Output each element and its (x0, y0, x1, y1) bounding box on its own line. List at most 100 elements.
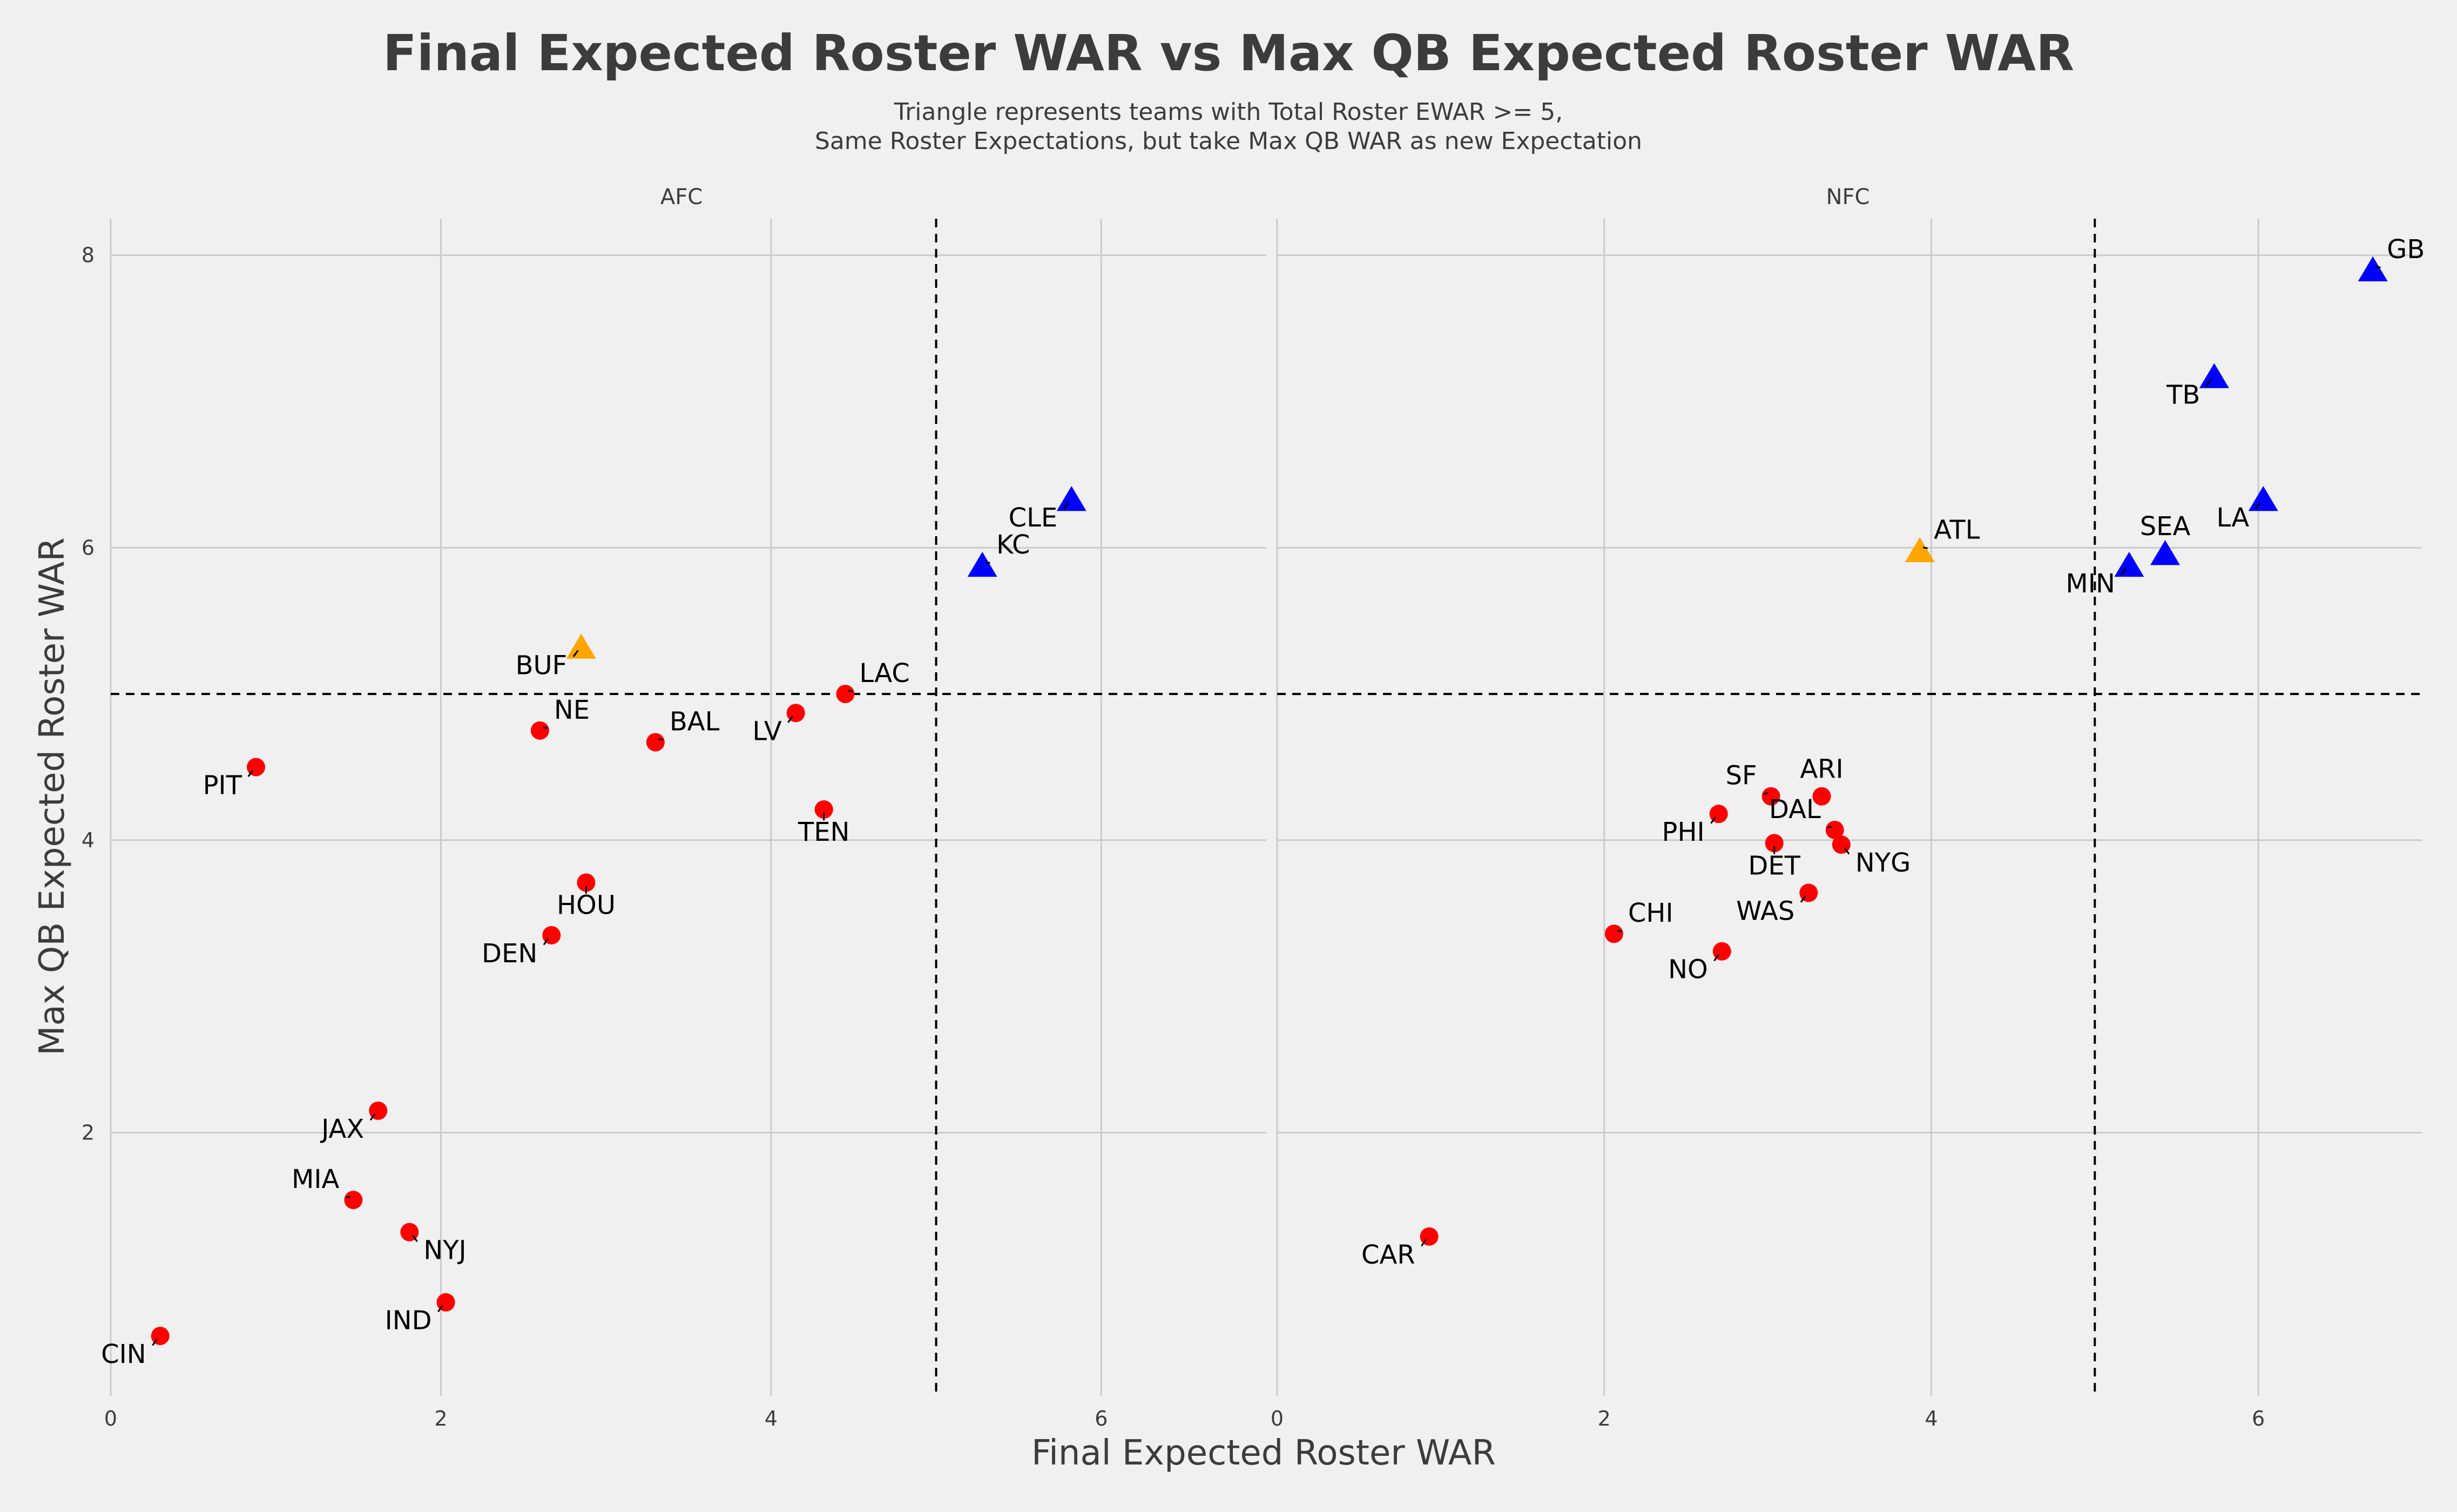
point-bal (646, 733, 665, 752)
connector-atl (1922, 546, 1928, 549)
point-lac (836, 685, 855, 704)
label-den: DEN (482, 939, 537, 969)
point-cle (1056, 485, 1086, 511)
label-was: WAS (1736, 896, 1794, 926)
point-ne (530, 721, 549, 740)
label-nyg: NYG (1855, 848, 1911, 878)
connector-no (1713, 954, 1719, 962)
facet-label-afc: AFC (660, 185, 703, 210)
label-lv: LV (752, 716, 781, 746)
connector-lac (848, 690, 854, 693)
point-atl (1905, 537, 1935, 562)
chart-subtitle-line-2: Same Roster Expectations, but take Max Q… (815, 127, 1642, 155)
connector-min (2121, 568, 2127, 576)
point-det (1765, 834, 1784, 853)
nfc-x-tick-label-0: 0 (1271, 1407, 1284, 1430)
point-sf (1761, 787, 1780, 806)
label-pit: PIT (203, 771, 242, 801)
nfc-x-tick-label-3: 6 (2252, 1407, 2265, 1430)
chart-subtitle-line-1: Triangle represents teams with Total Ros… (894, 98, 1563, 126)
label-la: LA (2217, 503, 2250, 533)
label-hou: HOU (557, 890, 616, 920)
point-la (2248, 485, 2278, 511)
point-chi (1604, 924, 1623, 943)
point-ari (1812, 787, 1831, 806)
label-lac: LAC (859, 658, 909, 688)
point-buf (566, 633, 596, 659)
connector-was (1800, 895, 1806, 903)
connector-ne (543, 726, 548, 729)
y-tick-label-1: 4 (82, 828, 94, 852)
connector-jax (369, 1113, 376, 1121)
label-no: NO (1668, 955, 1708, 985)
label-nyj: NYJ (423, 1236, 466, 1266)
label-buf: BUF (516, 650, 568, 680)
label-min: MIN (2066, 569, 2115, 599)
connector-buf (572, 650, 579, 657)
connector-mia (345, 1196, 350, 1199)
facet-label-nfc: NFC (1826, 185, 1870, 210)
label-dal: DAL (1769, 794, 1821, 825)
label-ten: TEN (798, 817, 850, 847)
point-min (2114, 551, 2144, 577)
facet-panel-afc: 0 2 4 6 2 4 6 8 CIN PIT MIA JAX NYJ IND NE DEN BUF HOU BAL… (82, 219, 1266, 1430)
y-tick-label-2: 6 (82, 536, 94, 559)
label-bal: BAL (670, 706, 720, 737)
point-sea (2150, 540, 2181, 565)
connector-cle (1063, 502, 1069, 510)
point-dal (1825, 820, 1844, 839)
label-gb: GB (2387, 234, 2425, 265)
connector-chi (1617, 929, 1622, 933)
facet-panel-nfc: 0 2 4 6 CAR CHI PHI NO SF DET WAS ARI DAL NYG ATL MIN SE… (1271, 219, 2425, 1430)
label-sf: SF (1726, 761, 1757, 791)
connector-cin (152, 1339, 158, 1346)
label-tb: TB (2166, 380, 2200, 410)
point-gb (2358, 256, 2388, 282)
label-atl: ATL (1934, 515, 1980, 545)
label-cle: CLE (1009, 503, 1058, 533)
label-ind: IND (385, 1306, 432, 1336)
connector-phi (1710, 816, 1716, 824)
label-phi: PHI (1662, 817, 1705, 847)
label-car: CAR (1361, 1240, 1415, 1270)
connector-nyj (412, 1234, 418, 1243)
connector-den (543, 938, 549, 946)
label-sea: SEA (2140, 511, 2191, 542)
x-axis-title: Final Expected Roster WAR (1031, 1433, 1496, 1473)
connector-sf (1763, 792, 1768, 795)
label-ari: ARI (1800, 754, 1843, 785)
label-det: DET (1748, 850, 1800, 881)
point-mia (344, 1191, 363, 1210)
afc-x-tick-label-1: 2 (434, 1407, 447, 1430)
point-tb (2199, 363, 2229, 388)
label-cin: CIN (101, 1339, 146, 1369)
point-kc (967, 551, 997, 577)
connector-pit (247, 770, 254, 777)
label-chi: CHI (1628, 898, 1673, 928)
connector-la (2254, 502, 2261, 510)
point-hou (577, 873, 596, 892)
y-axis-title: Max QB Expected Roster WAR (32, 537, 72, 1055)
connector-kc (985, 561, 990, 564)
y-tick-label-0: 2 (82, 1121, 94, 1145)
connector-ind (437, 1305, 443, 1313)
connector-gb (2375, 266, 2381, 268)
connector-lv (787, 716, 793, 723)
label-mia: MIA (292, 1164, 340, 1194)
label-kc: KC (996, 530, 1030, 560)
chart-title: Final Expected Roster WAR vs Max QB Expe… (383, 24, 2074, 82)
point-ten (814, 800, 833, 819)
label-ne: NE (554, 695, 590, 725)
connector-tb (2205, 379, 2212, 387)
nfc-x-tick-label-2: 4 (1925, 1407, 1938, 1430)
connector-car (1421, 1239, 1427, 1247)
afc-x-tick-label-3: 6 (1095, 1407, 1108, 1430)
afc-x-tick-label-0: 0 (104, 1407, 117, 1430)
connector-nyg (1844, 847, 1850, 855)
connector-dal (1827, 826, 1832, 829)
label-jax: JAX (320, 1114, 364, 1144)
connector-bal (658, 738, 664, 741)
y-tick-label-3: 8 (82, 244, 94, 267)
